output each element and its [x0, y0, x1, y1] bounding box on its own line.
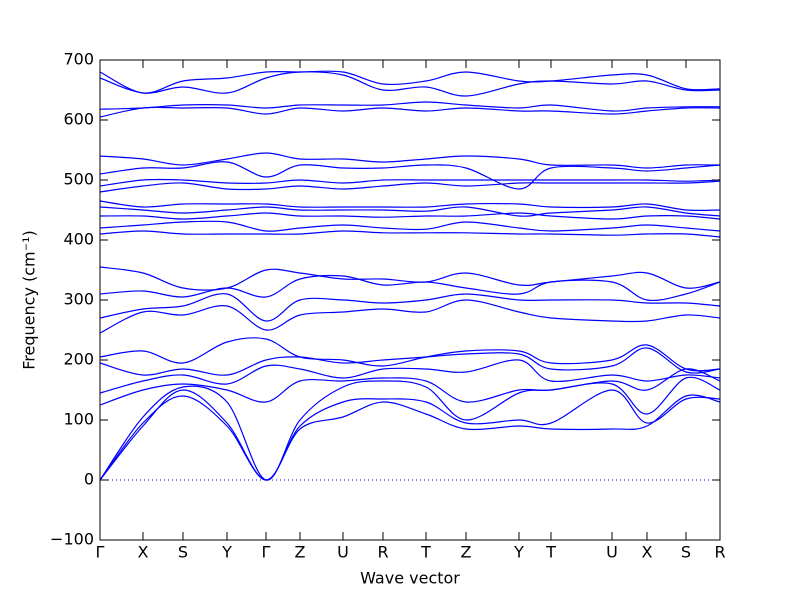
band-line	[100, 347, 720, 376]
y-tick-label: −100	[50, 530, 94, 549]
x-tick-label: Z	[461, 543, 472, 562]
x-tick-label: Z	[295, 543, 306, 562]
y-tick-label: 200	[63, 350, 94, 369]
y-tick-label: 400	[63, 230, 94, 249]
band-line	[100, 274, 720, 302]
band-line	[100, 293, 720, 322]
band-line	[100, 394, 720, 481]
band-line	[100, 101, 720, 112]
x-tick-label: Y	[513, 543, 524, 562]
x-tick-label: X	[138, 543, 149, 562]
band-line	[100, 376, 720, 481]
y-tick-label: 300	[63, 290, 94, 309]
x-tick-label: R	[714, 543, 725, 562]
band-line	[100, 359, 720, 394]
y-axis-label: Frequency (cm⁻¹)	[20, 230, 39, 369]
band-line	[100, 389, 720, 481]
x-axis-label: Wave vector	[360, 569, 460, 588]
x-tick-label: S	[681, 543, 691, 562]
band-line	[100, 368, 720, 406]
band-line	[100, 337, 720, 372]
band-line	[100, 106, 720, 118]
x-tick-label: T	[420, 543, 431, 562]
y-tick-label: 100	[63, 410, 94, 429]
x-tick-label: R	[377, 543, 388, 562]
band-line	[100, 152, 720, 169]
band-line	[100, 200, 720, 212]
band-line	[100, 180, 720, 193]
x-tick-label: U	[606, 543, 618, 562]
x-tick-label: Γ	[96, 543, 105, 562]
x-tick-label: S	[178, 543, 188, 562]
band-line	[100, 161, 720, 190]
band-line	[100, 220, 720, 232]
band-line	[100, 266, 720, 291]
y-tick-label: 700	[63, 50, 94, 69]
band-line	[100, 230, 720, 238]
band-line	[100, 299, 720, 334]
band-line	[100, 206, 720, 217]
x-tick-label: Γ	[262, 543, 271, 562]
x-tick-label: T	[545, 543, 556, 562]
y-tick-label: 600	[63, 110, 94, 129]
x-tick-label: Y	[221, 543, 232, 562]
y-tick-label: 0	[84, 470, 94, 489]
x-tick-label: U	[337, 543, 349, 562]
band-line	[100, 178, 720, 187]
y-tick-label: 500	[63, 170, 94, 189]
band-line	[100, 70, 720, 94]
band-line	[100, 71, 720, 97]
x-tick-label: X	[642, 543, 653, 562]
band-line	[100, 212, 720, 220]
